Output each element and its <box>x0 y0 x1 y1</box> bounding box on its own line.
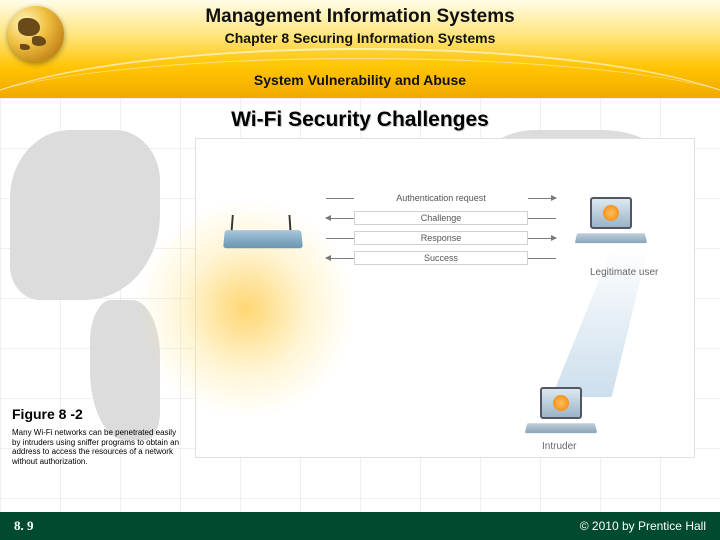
message-row: Response <box>326 229 556 247</box>
arrow-spacer <box>528 218 556 219</box>
page-number: 8. 9 <box>14 518 34 534</box>
message-row: Authentication request <box>326 189 556 207</box>
message-label: Response <box>354 231 528 245</box>
header-band: Management Information Systems Chapter 8… <box>0 0 720 98</box>
continent-shape <box>10 130 160 300</box>
legitimate-laptop-icon <box>576 197 646 247</box>
intruder-laptop-icon <box>526 387 596 437</box>
legitimate-user-label: Legitimate user <box>590 267 658 278</box>
arrow-spacer <box>326 238 354 239</box>
section-title: System Vulnerability and Abuse <box>0 72 720 88</box>
message-label: Success <box>354 251 528 265</box>
footer-bar: 8. 9 © 2010 by Prentice Hall <box>0 512 720 540</box>
wifi-diagram: Authentication request Challenge Respons… <box>195 138 695 458</box>
message-label: Challenge <box>354 211 528 225</box>
slide-title: Wi-Fi Security Challenges <box>0 108 720 132</box>
arrow-spacer <box>326 198 354 199</box>
arrow-right-icon <box>528 198 556 199</box>
message-exchange: Authentication request Challenge Respons… <box>326 189 556 269</box>
arrow-right-icon <box>528 238 556 239</box>
message-row: Success <box>326 249 556 267</box>
chapter-title: Chapter 8 Securing Information Systems <box>0 30 720 46</box>
wifi-router-icon <box>223 230 303 248</box>
figure-number: Figure 8 -2 <box>12 406 83 422</box>
copyright-text: © 2010 by Prentice Hall <box>580 519 706 533</box>
main-title: Management Information Systems <box>0 6 720 28</box>
figure-caption: Many Wi-Fi networks can be penetrated ea… <box>12 428 182 466</box>
arrow-left-icon <box>326 258 354 259</box>
message-label: Authentication request <box>354 192 528 204</box>
message-row: Challenge <box>326 209 556 227</box>
arrow-spacer <box>528 258 556 259</box>
intruder-label: Intruder <box>542 441 576 452</box>
arrow-left-icon <box>326 218 354 219</box>
